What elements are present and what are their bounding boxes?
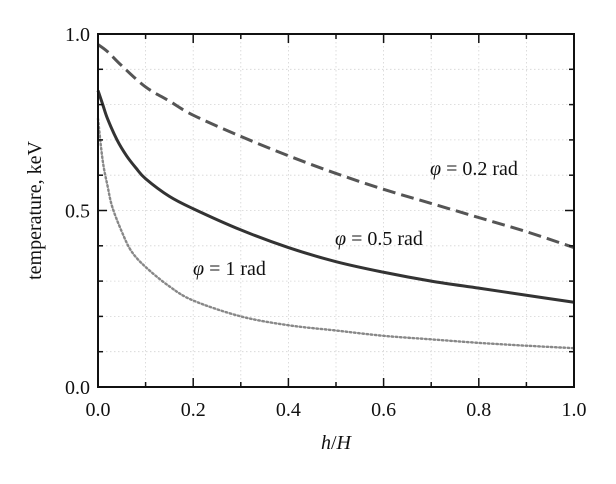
phi-symbol: φ — [430, 158, 441, 180]
x-tick-label: 0.8 — [466, 399, 491, 421]
x-tick-label: 0.4 — [276, 399, 301, 421]
series-label-phi-1: φ = 1 rad — [193, 258, 266, 280]
grid-layer — [98, 34, 574, 387]
y-tick-label: 0.5 — [65, 201, 90, 223]
x-tick-label: 0.2 — [181, 399, 206, 421]
x-tick-label: 0.6 — [371, 399, 396, 421]
y-tick-label: 1.0 — [65, 24, 90, 46]
tick-layer: 0.0 0.2 0.4 0.6 0.8 1.0 0.0 0.5 1.0 — [65, 24, 587, 421]
x-axis-label: h/H — [321, 432, 353, 454]
y-axis-label: temperature, keV — [24, 141, 46, 280]
series-label-text: = 0.5 rad — [346, 228, 423, 250]
series-line-phi-0-2 — [97, 43, 575, 249]
x-axis-label-num: h — [321, 432, 331, 454]
y-tick-label: 0.0 — [65, 377, 90, 399]
series-label-phi-0-2: φ = 0.2 rad — [430, 158, 518, 180]
series-label-phi-0-5: φ = 0.5 rad — [335, 228, 423, 250]
x-tick-label: 1.0 — [562, 399, 587, 421]
series-layer — [96, 43, 576, 350]
series-label-text: = 1 rad — [204, 258, 266, 280]
x-axis-label-den: H — [336, 432, 353, 454]
x-axis-label-slash: / — [331, 432, 337, 454]
x-tick-label: 0.0 — [86, 399, 111, 421]
phi-symbol: φ — [335, 228, 346, 250]
series-line-phi-0-5 — [96, 90, 575, 304]
series-label-text: = 0.2 rad — [441, 158, 518, 180]
series-line-phi-1 — [96, 117, 576, 350]
phi-symbol: φ — [193, 258, 204, 280]
